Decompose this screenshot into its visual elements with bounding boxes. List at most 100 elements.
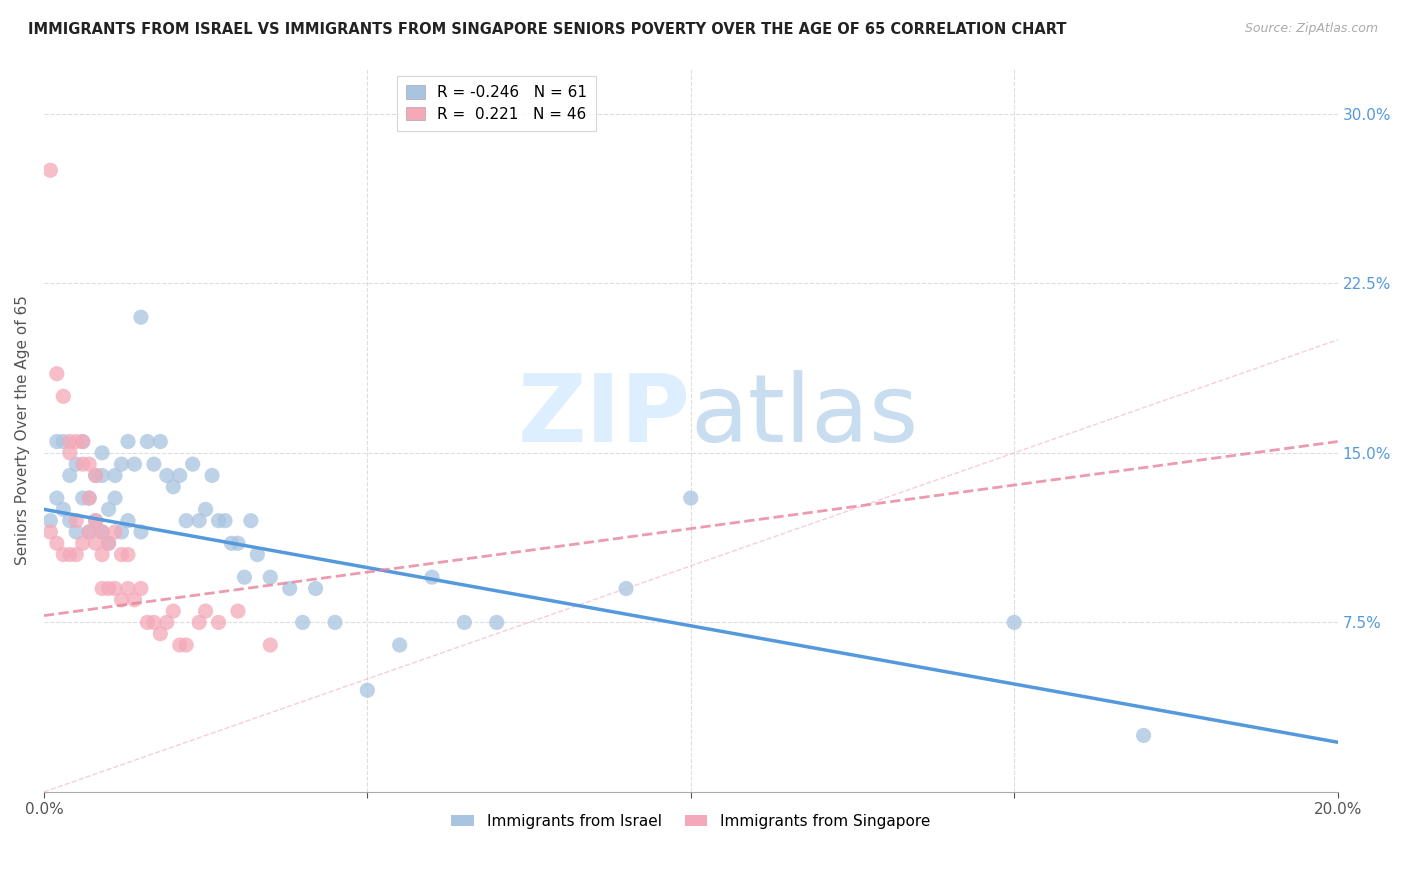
Point [162, 604, 184, 618]
Point [124, 457, 146, 471]
Point [194, 502, 217, 516]
Point [388, 638, 411, 652]
Point [278, 582, 301, 596]
Point [39, 514, 62, 528]
Point [169, 638, 191, 652]
Y-axis label: Seniors Poverty Over the Age of 65: Seniors Poverty Over the Age of 65 [15, 295, 30, 566]
Point [117, 434, 139, 449]
Point [59, 434, 82, 449]
Point [52, 389, 75, 403]
Point [259, 570, 281, 584]
Point [84, 468, 107, 483]
Point [679, 491, 702, 505]
Point [65, 548, 87, 562]
Point [104, 468, 127, 483]
Point [124, 592, 146, 607]
Point [52, 502, 75, 516]
Point [104, 582, 127, 596]
Point [77, 524, 100, 539]
Point [136, 434, 159, 449]
Point [226, 536, 249, 550]
Point [65, 434, 87, 449]
Point [259, 638, 281, 652]
Point [117, 514, 139, 528]
Point [156, 468, 179, 483]
Point [91, 524, 114, 539]
Point [188, 615, 211, 630]
Point [207, 514, 229, 528]
Point [91, 548, 114, 562]
Point [65, 457, 87, 471]
Point [104, 524, 127, 539]
Point [291, 615, 314, 630]
Point [420, 570, 443, 584]
Point [45, 367, 67, 381]
Point [149, 434, 172, 449]
Legend: Immigrants from Israel, Immigrants from Singapore: Immigrants from Israel, Immigrants from … [446, 808, 936, 835]
Point [72, 434, 94, 449]
Point [117, 582, 139, 596]
Point [129, 524, 152, 539]
Point [72, 434, 94, 449]
Point [142, 457, 165, 471]
Point [110, 592, 132, 607]
Point [181, 457, 204, 471]
Point [84, 536, 107, 550]
Point [162, 480, 184, 494]
Point [136, 615, 159, 630]
Point [77, 457, 100, 471]
Point [45, 536, 67, 550]
Point [59, 468, 82, 483]
Point [1132, 728, 1154, 742]
Point [65, 524, 87, 539]
Point [110, 548, 132, 562]
Point [194, 604, 217, 618]
Point [201, 468, 224, 483]
Point [142, 615, 165, 630]
Point [97, 536, 120, 550]
Point [304, 582, 326, 596]
Text: Source: ZipAtlas.com: Source: ZipAtlas.com [1244, 22, 1378, 36]
Text: atlas: atlas [690, 370, 920, 462]
Point [59, 446, 82, 460]
Point [453, 615, 475, 630]
Point [356, 683, 378, 698]
Point [221, 536, 243, 550]
Point [91, 524, 114, 539]
Point [72, 457, 94, 471]
Point [72, 491, 94, 505]
Point [59, 548, 82, 562]
Point [77, 524, 100, 539]
Text: IMMIGRANTS FROM ISRAEL VS IMMIGRANTS FROM SINGAPORE SENIORS POVERTY OVER THE AGE: IMMIGRANTS FROM ISRAEL VS IMMIGRANTS FRO… [28, 22, 1067, 37]
Point [614, 582, 637, 596]
Point [97, 502, 120, 516]
Point [84, 514, 107, 528]
Point [97, 536, 120, 550]
Point [97, 582, 120, 596]
Text: ZIP: ZIP [517, 370, 690, 462]
Point [233, 570, 256, 584]
Point [52, 434, 75, 449]
Point [72, 536, 94, 550]
Point [91, 446, 114, 460]
Point [45, 491, 67, 505]
Point [149, 626, 172, 640]
Point [323, 615, 346, 630]
Point [188, 514, 211, 528]
Point [84, 468, 107, 483]
Point [169, 468, 191, 483]
Point [84, 514, 107, 528]
Point [239, 514, 262, 528]
Point [485, 615, 508, 630]
Point [174, 514, 197, 528]
Point [39, 163, 62, 178]
Point [129, 582, 152, 596]
Point [77, 491, 100, 505]
Point [39, 524, 62, 539]
Point [226, 604, 249, 618]
Point [214, 514, 236, 528]
Point [117, 548, 139, 562]
Point [77, 491, 100, 505]
Point [65, 514, 87, 528]
Point [156, 615, 179, 630]
